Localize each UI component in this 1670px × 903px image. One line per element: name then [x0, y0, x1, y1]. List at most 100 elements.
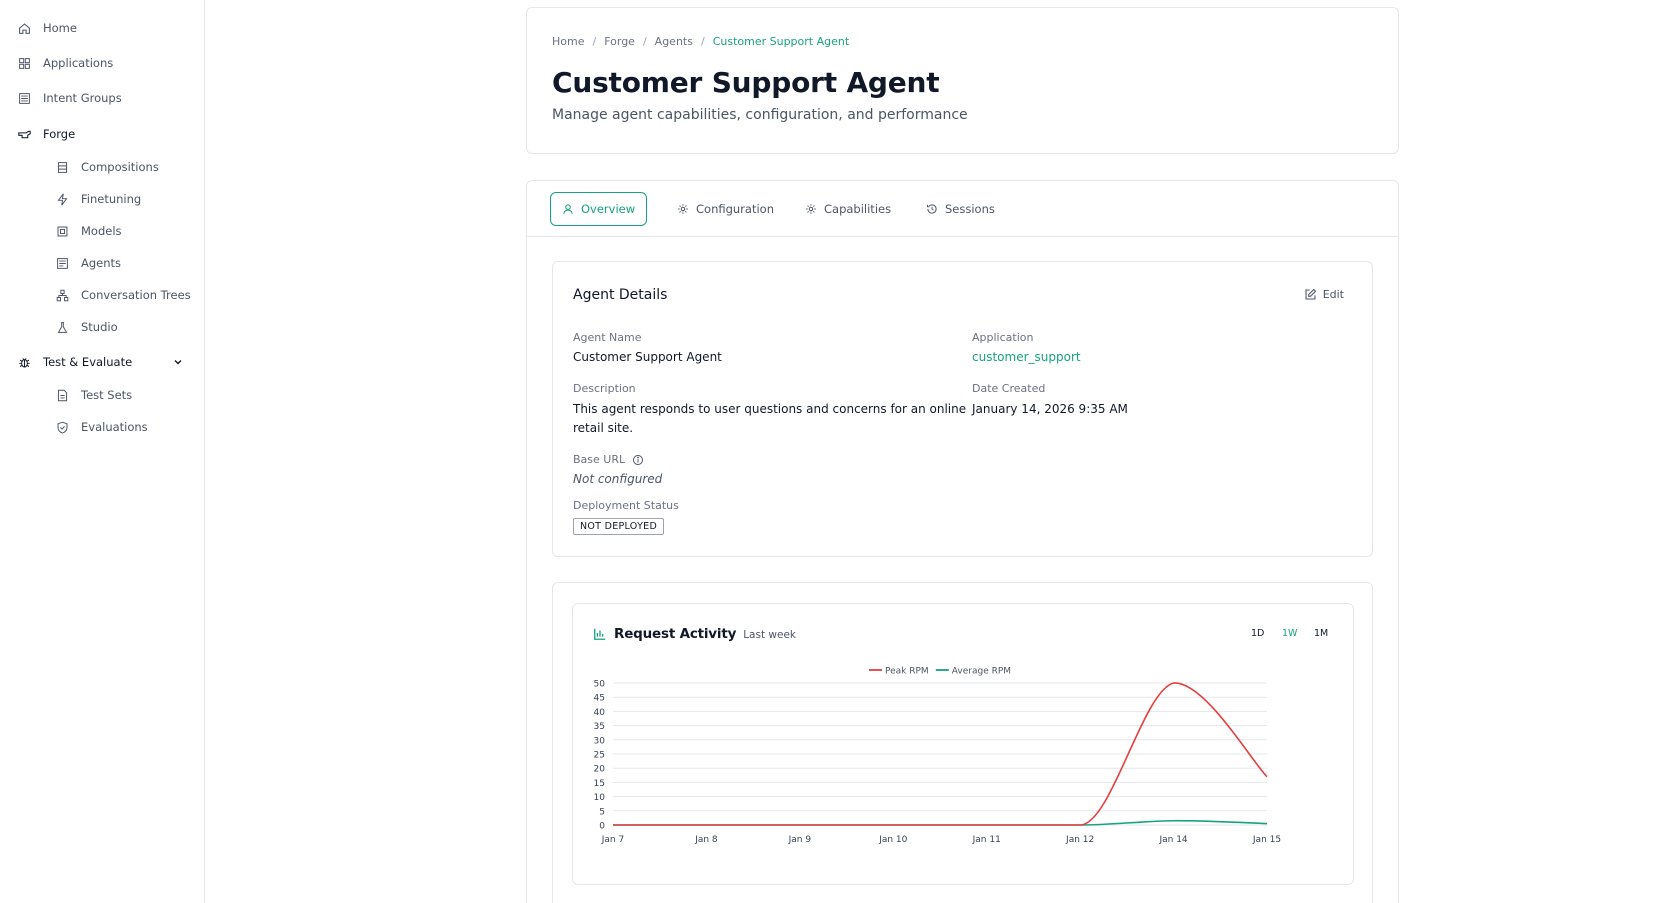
sidebar-item-home[interactable]: Home — [17, 17, 77, 39]
base-url-label-text: Base URL — [573, 453, 626, 466]
sidebar-item-compositions[interactable]: Compositions — [55, 156, 159, 178]
y-tick-label: 40 — [594, 708, 606, 718]
chevron-down-icon[interactable] — [172, 356, 184, 368]
range-1d-button[interactable]: 1D — [1251, 628, 1265, 639]
sidebar-item-label: Finetuning — [81, 192, 142, 206]
tab-overview[interactable]: Overview — [550, 192, 648, 226]
agent-icon — [55, 256, 69, 270]
range-1w-button[interactable]: 1W — [1282, 628, 1298, 639]
breadcrumb-home[interactable]: Home — [552, 35, 585, 48]
x-tick-label: Jan 7 — [601, 835, 624, 845]
line-chart: 0 5 10 15 20 25 30 35 40 45 50 Jan 7 Jan 8 Jan 9 Jan 1… — [594, 667, 1282, 846]
tab-label: Configuration — [696, 202, 774, 216]
x-tick-label: Jan 8 — [694, 835, 718, 845]
user-icon — [563, 204, 573, 214]
shield-icon — [55, 420, 69, 434]
date-created-value: January 14, 2026 9:35 AM — [972, 402, 1128, 416]
sidebar-item-label: Applications — [43, 56, 114, 70]
sidebar-item-label: Test & Evaluate — [43, 355, 133, 369]
tab-configuration[interactable]: Configuration — [666, 192, 785, 226]
sidebar-item-forge[interactable]: Forge — [17, 123, 75, 145]
breadcrumb-separator: / — [700, 35, 705, 48]
sidebar-item-label: Conversation Trees — [81, 288, 191, 302]
sidebar-item-evaluations[interactable]: Evaluations — [55, 416, 148, 438]
description-line-2: retail site. — [573, 421, 634, 435]
y-tick-label: 15 — [594, 779, 605, 789]
sidebar-item-finetuning[interactable]: Finetuning — [55, 188, 141, 210]
sidebar-item-label: Studio — [81, 320, 118, 334]
tree-icon — [55, 288, 69, 302]
agent-details-card: Agent Details Edit Agent Name Customer S… — [552, 261, 1373, 557]
tab-label: Sessions — [945, 202, 995, 216]
y-tick-label: 25 — [594, 751, 605, 761]
sidebar-item-label: Test Sets — [81, 388, 133, 402]
request-activity-card: Request Activity Last week 1D 1W 1M 0 5 10… — [552, 582, 1373, 903]
sidebar-item-conversation-trees[interactable]: Conversation Trees — [55, 284, 191, 306]
edit-button-label: Edit — [1322, 288, 1344, 301]
page-subtitle: Manage agent capabilities, configuration… — [552, 107, 968, 123]
agent-name-value: Customer Support Agent — [573, 350, 722, 364]
x-tick-label: Jan 10 — [878, 835, 907, 845]
home-icon — [17, 21, 31, 35]
y-tick-label: 10 — [594, 793, 606, 803]
y-tick-label: 45 — [594, 694, 605, 704]
sidebar-item-label: Home — [43, 21, 77, 35]
legend-label: Peak RPM — [885, 667, 929, 677]
application-link[interactable]: customer_support — [972, 350, 1081, 364]
description-line-1: This agent responds to user questions an… — [573, 402, 967, 416]
sidebar-item-label: Forge — [43, 127, 76, 141]
tab-capabilities[interactable]: Capabilities — [794, 192, 902, 226]
tab-sessions[interactable]: Sessions — [915, 192, 1006, 226]
layers-icon — [55, 160, 69, 174]
model-icon — [55, 224, 69, 238]
edit-icon — [1305, 288, 1316, 300]
forge-icon — [17, 127, 31, 141]
bug-icon — [17, 355, 31, 369]
sidebar-item-models[interactable]: Models — [55, 220, 122, 242]
chart-subtitle: Last week — [743, 629, 796, 641]
tab-label: Capabilities — [824, 202, 892, 216]
grid-icon — [17, 56, 31, 70]
breadcrumb: Home / Forge / Agents / Customer Support… — [552, 35, 849, 48]
sidebar-item-studio[interactable]: Studio — [55, 316, 118, 338]
file-icon — [55, 388, 69, 402]
page-header: Home / Forge / Agents / Customer Support… — [526, 7, 1399, 154]
edit-button[interactable]: Edit — [1304, 288, 1344, 301]
info-icon[interactable] — [632, 454, 644, 466]
y-tick-label: 5 — [599, 807, 605, 817]
sidebar-item-applications[interactable]: Applications — [17, 52, 113, 74]
tab-label: Overview — [581, 202, 636, 216]
base-url-label: Base URL — [573, 453, 644, 466]
request-activity-chart: Request Activity Last week 1D 1W 1M 0 5 10… — [572, 603, 1354, 885]
breadcrumb-current: Customer Support Agent — [712, 35, 850, 48]
page-title: Customer Support Agent — [552, 66, 940, 99]
deployment-status-label: Deployment Status — [573, 499, 679, 512]
application-label: Application — [972, 331, 1034, 344]
breadcrumb-forge[interactable]: Forge — [604, 35, 635, 48]
chart-header: Request Activity Last week — [593, 626, 796, 642]
breadcrumb-separator: / — [592, 35, 597, 48]
x-tick-label: Jan 9 — [788, 835, 812, 845]
sidebar-item-label: Evaluations — [81, 420, 148, 434]
sidebar-item-label: Models — [81, 224, 122, 238]
sidebar-item-label: Compositions — [81, 160, 159, 174]
breadcrumb-agents[interactable]: Agents — [654, 35, 693, 48]
sidebar-item-intent-groups[interactable]: Intent Groups — [17, 87, 122, 109]
breadcrumb-separator: / — [642, 35, 647, 48]
y-tick-label: 30 — [594, 736, 606, 746]
date-created-label: Date Created — [972, 382, 1046, 395]
range-1m-button[interactable]: 1M — [1314, 628, 1329, 639]
sidebar-item-label: Agents — [81, 256, 122, 270]
sidebar: Home Applications Intent Groups Forge Co… — [0, 0, 205, 903]
sidebar-item-agents[interactable]: Agents — [55, 252, 121, 274]
description-label: Description — [573, 382, 636, 395]
bar-chart-icon — [594, 628, 606, 640]
y-tick-label: 0 — [599, 822, 605, 832]
list-icon — [17, 91, 31, 105]
sidebar-item-test-evaluate[interactable]: Test & Evaluate — [17, 351, 132, 373]
sidebar-item-test-sets[interactable]: Test Sets — [55, 384, 132, 406]
history-icon — [927, 204, 937, 214]
x-tick-label: Jan 11 — [972, 835, 1001, 845]
agent-details-title: Agent Details — [573, 287, 668, 303]
gear-icon — [806, 204, 816, 214]
